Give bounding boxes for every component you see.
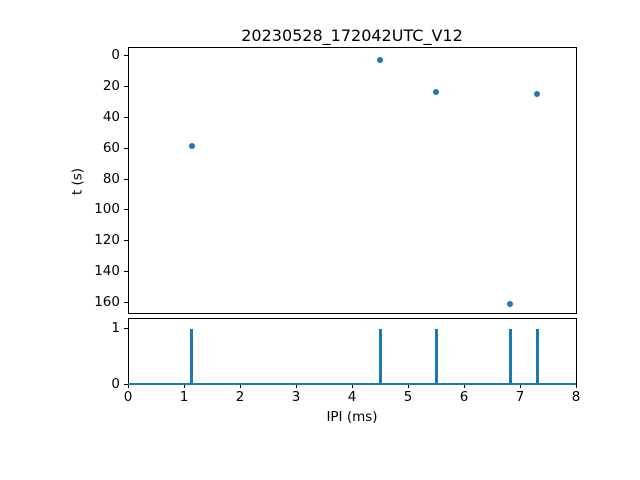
x-tick-mark [127, 384, 129, 389]
y-tick-label: 40 [102, 109, 120, 126]
y-tick-label: 0 [111, 375, 120, 392]
chart-title: 20230528_172042UTC_V12 [241, 26, 463, 45]
y-tick-mark [124, 240, 128, 242]
histogram-bar [378, 328, 382, 385]
y-tick-mark [124, 117, 128, 119]
y-tick-label: 160 [94, 293, 120, 310]
y-tick-mark [124, 147, 128, 149]
x-tick-mark [351, 384, 353, 389]
x-tick-label: 0 [123, 388, 133, 405]
x-tick-mark [183, 384, 185, 389]
x-tick-label: 6 [459, 388, 469, 405]
scatter-point [377, 56, 383, 63]
y-tick-label: 80 [102, 170, 120, 187]
y-tick-label: 20 [102, 78, 120, 95]
y-tick-mark [124, 270, 128, 272]
y-tick-mark [124, 383, 128, 385]
scatter-plot-area [128, 47, 577, 314]
x-tick-label: 7 [515, 388, 525, 405]
y-tick-label: 100 [94, 201, 120, 218]
histogram-baseline [128, 382, 576, 385]
y-tick-mark [124, 178, 128, 180]
x-tick-label: 1 [179, 388, 189, 405]
x-axis-label: IPI (ms) [326, 409, 378, 425]
scatter-point [433, 88, 439, 95]
histogram-bar [190, 328, 194, 385]
scatter-point [534, 90, 541, 97]
y-tick-label: 0 [111, 47, 120, 64]
x-tick-mark [519, 384, 521, 389]
y-tick-mark [124, 328, 128, 330]
x-tick-mark [463, 384, 465, 389]
x-tick-label: 8 [571, 388, 581, 405]
x-tick-mark [239, 384, 241, 389]
y-tick-mark [124, 55, 128, 57]
y-tick-mark [124, 86, 128, 88]
y-tick-label: 140 [94, 262, 120, 279]
x-tick-mark [575, 384, 577, 389]
x-tick-mark [295, 384, 297, 389]
y-tick-label: 1 [111, 320, 120, 337]
scatter-point [188, 143, 195, 150]
scatter-point [507, 301, 514, 308]
x-tick-label: 3 [291, 388, 301, 405]
y-tick-mark [124, 301, 128, 303]
y-tick-label: 60 [102, 139, 120, 156]
x-tick-label: 5 [403, 388, 413, 405]
x-tick-label: 2 [235, 388, 245, 405]
y-tick-label: 120 [94, 232, 120, 249]
histogram-bar [535, 328, 539, 385]
y-tick-mark [124, 209, 128, 211]
histogram-bar [434, 328, 438, 385]
histogram-bar [508, 328, 512, 385]
x-tick-label: 4 [347, 388, 357, 405]
x-tick-mark [407, 384, 409, 389]
